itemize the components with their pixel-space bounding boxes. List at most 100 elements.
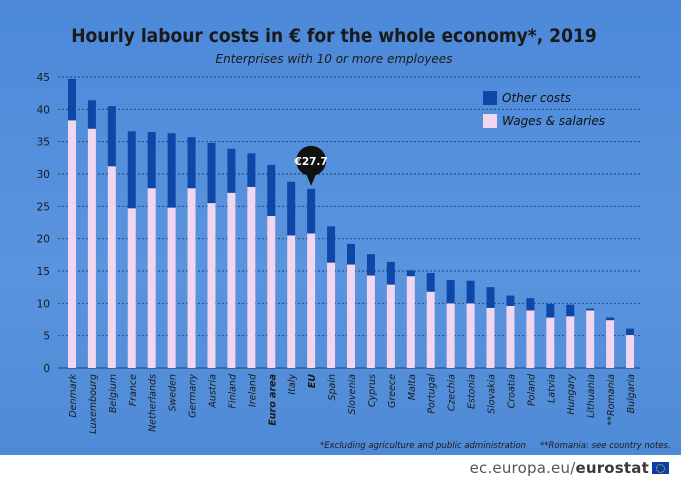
chart-frame: Hourly labour costs in € for the whole e…	[0, 0, 681, 455]
bar-other	[386, 261, 395, 285]
bar-other	[347, 243, 355, 265]
x-tick-label: Italy	[287, 374, 298, 395]
bar-wages	[586, 310, 595, 368]
y-tick-label: 10	[37, 298, 50, 310]
bar-other	[67, 78, 76, 121]
bar-other	[127, 131, 136, 209]
bar-wages	[287, 235, 296, 368]
bar-other	[546, 303, 555, 318]
bar-wages	[526, 310, 535, 368]
bar-other	[486, 287, 495, 308]
bar-other	[207, 142, 216, 204]
bar-wages	[107, 166, 116, 368]
x-tick-label: Sweden	[168, 374, 179, 412]
bar-wages	[167, 207, 176, 368]
bar-wages	[347, 264, 355, 368]
bar-other	[187, 137, 196, 189]
legend: Other costs Wages & salaries	[483, 91, 605, 128]
x-tick-label: Estonia	[467, 374, 478, 409]
legend-swatch-wages	[483, 114, 497, 128]
bar-other	[406, 270, 415, 277]
x-tick-label: Greece	[387, 374, 398, 408]
bar-wages	[127, 208, 136, 368]
y-tick-label: 20	[37, 234, 50, 246]
y-tick-label: 25	[37, 201, 50, 213]
bar-other	[626, 328, 635, 336]
x-tick-label: Latvia	[546, 374, 557, 403]
y-tick-label: 30	[37, 169, 50, 181]
x-tick-label: Germany	[188, 374, 199, 418]
bar-other	[287, 181, 296, 236]
bar-wages	[606, 320, 615, 368]
x-tick-label: Belgium	[108, 374, 119, 413]
y-tick-label: 15	[37, 266, 50, 278]
y-tick-labels: 0 5 10 15 20 25 30 35 40 45	[37, 72, 50, 375]
bar-other	[466, 280, 475, 304]
bar-wages	[147, 188, 156, 368]
bar-other	[586, 308, 595, 311]
x-tick-label: Netherlands	[148, 374, 159, 432]
brand-bold: eurostat	[575, 459, 649, 477]
x-tick-label: Ireland	[247, 373, 258, 407]
bar-other	[566, 304, 575, 317]
bar-other	[526, 298, 535, 311]
bar-wages	[446, 303, 455, 368]
chart-subtitle: Enterprises with 10 or more employees	[216, 52, 453, 66]
bar-wages	[386, 284, 395, 368]
bar-wages	[67, 120, 76, 369]
callout-bubble	[296, 145, 327, 186]
bar-other	[267, 164, 276, 217]
x-tick-label: Lithuania	[586, 374, 597, 418]
bar-other	[307, 188, 316, 234]
x-tick-label: Cyprus	[367, 374, 378, 407]
bar-wages	[626, 335, 635, 368]
bar-other	[227, 148, 236, 193]
x-tick-label: EU	[307, 374, 318, 388]
x-tick-label: Luxembourg	[88, 374, 99, 434]
bar-wages	[506, 305, 515, 368]
bar-wages	[307, 233, 316, 368]
footnote-romania: **Romania: see country notes.	[540, 441, 671, 451]
x-tick-label: France	[128, 374, 139, 406]
brand-prefix: ec.europa.eu/	[469, 459, 576, 477]
x-tick-label: Euro area	[267, 374, 278, 426]
x-tick-label: Spain	[327, 374, 338, 401]
bar-other	[506, 295, 515, 306]
x-tick-label: Croatia	[506, 374, 517, 409]
x-tick-label: Poland	[526, 373, 537, 406]
bar-other	[167, 133, 176, 208]
x-tick-label: Czechia	[447, 374, 458, 411]
bar-wages	[566, 316, 575, 368]
y-tick-label: 5	[43, 331, 50, 343]
x-tick-labels: Denmark Luxembourg Belgium France Netherland…	[68, 373, 637, 434]
legend-swatch-other	[483, 91, 497, 105]
x-tick-label: **Romania	[606, 374, 617, 426]
bar-wages	[426, 291, 435, 368]
bar-wages	[366, 275, 375, 368]
x-tick-label: Slovenia	[347, 374, 358, 415]
bar-wages	[87, 128, 96, 368]
chart-title: Hourly labour costs in € for the whole e…	[71, 25, 597, 47]
bar-other	[606, 317, 615, 321]
x-tick-label: Denmark	[68, 374, 79, 418]
bar-other	[366, 254, 375, 276]
legend-label-other: Other costs	[502, 91, 571, 105]
bars	[67, 78, 635, 369]
legend-label-wages: Wages & salaries	[502, 114, 605, 128]
chart-background	[0, 0, 681, 455]
eurostat-brand[interactable]: ec.europa.eu/eurostat	[470, 459, 649, 477]
callout-label: €27.7	[294, 156, 328, 168]
bar-other	[426, 272, 435, 292]
bar-wages	[406, 276, 415, 368]
footer: ec.europa.eu/eurostat	[0, 455, 681, 482]
bar-other	[147, 131, 156, 189]
bar-other	[87, 100, 96, 129]
x-tick-label: Slovakia	[487, 374, 498, 414]
bar-wages	[267, 216, 276, 368]
bar-other	[247, 153, 256, 187]
y-tick-label: 0	[43, 363, 50, 375]
bar-wages	[546, 317, 555, 368]
x-tick-label: Finland	[227, 373, 238, 409]
bar-wages	[207, 203, 216, 368]
y-tick-label: 40	[37, 104, 50, 116]
